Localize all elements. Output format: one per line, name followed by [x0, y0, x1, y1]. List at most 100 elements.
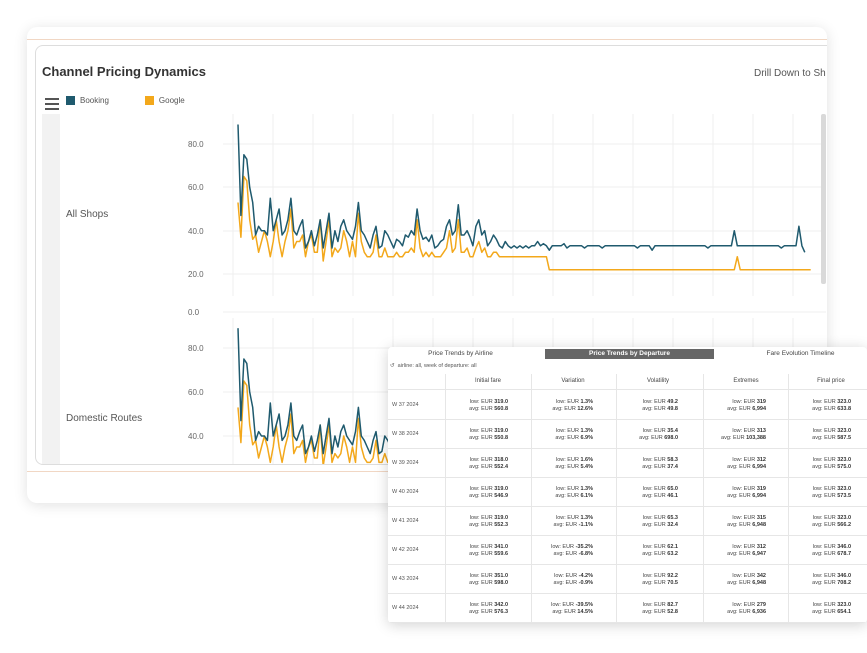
y-tick-label: 20.0	[188, 270, 204, 279]
legend-label: Booking	[80, 96, 109, 105]
y-tick-label: 80.0	[188, 140, 204, 149]
column-divider	[616, 374, 617, 623]
week-label: W 43 2024	[392, 576, 419, 582]
reset-icon[interactable]: ↺	[390, 363, 395, 369]
column-header[interactable]: Final price	[817, 378, 845, 384]
drill-down-button[interactable]: Drill Down to Sh	[754, 68, 826, 79]
table-cell: low: EUR 1.3% avg: EUR 6.1%	[555, 486, 593, 499]
table-cell: low: EUR 319.0 avg: EUR 560.8	[469, 399, 508, 412]
table-cell: low: EUR 82.7 avg: EUR 52.8	[642, 602, 678, 615]
table-cell: low: EUR 341.0 avg: EUR 559.6	[469, 544, 508, 557]
y-tick-label: 0.0	[188, 308, 200, 317]
legend-item-booking[interactable]: Booking	[66, 96, 109, 105]
tab-fare-evolution[interactable]: Fare Evolution Timeline	[766, 350, 835, 357]
legend-swatch	[66, 96, 75, 105]
tab-bar: Price Trends by Airline Price Trends by …	[388, 349, 867, 359]
table-cell: low: EUR 319.0 avg: EUR 550.8	[469, 428, 508, 441]
table-cell: low: EUR 318.0 avg: EUR 552.4	[469, 457, 508, 470]
y-tick-label: 40.0	[188, 227, 204, 236]
column-header[interactable]: Volatility	[646, 378, 669, 384]
y-tick-label: 60.0	[188, 183, 204, 192]
table-cell: low: EUR 319 avg: EUR 6,994	[727, 399, 766, 412]
series-line-booking[interactable]	[237, 124, 806, 253]
column-header[interactable]: Initial fare	[474, 378, 501, 384]
column-header[interactable]: Variation	[561, 378, 585, 384]
filter-text: airline: all, week of departure: all	[397, 363, 477, 369]
chart-legend: Booking Google	[66, 96, 221, 105]
table-cell: low: EUR 313 avg: EUR 103,388	[721, 428, 766, 441]
row-divider	[388, 593, 867, 594]
table-cell: low: EUR 346.0 avg: EUR 678.7	[812, 544, 851, 557]
table-cell: low: EUR 49.2 avg: EUR 49.8	[642, 399, 678, 412]
menu-icon[interactable]	[45, 98, 59, 110]
legend-swatch	[144, 96, 154, 105]
table-cell: low: EUR 342 avg: EUR 6,948	[727, 573, 766, 586]
week-label: W 37 2024	[392, 402, 419, 408]
row-divider	[388, 477, 867, 478]
column-divider	[531, 374, 532, 623]
table-cell: low: EUR 65.3 avg: EUR 32.4	[642, 515, 678, 528]
table-cell: low: EUR 1.6% avg: EUR 5.4%	[555, 457, 593, 470]
y-tick-label: 80.0	[188, 344, 204, 353]
table-cell: low: EUR 92.2 avg: EUR 70.5	[642, 573, 678, 586]
week-label: W 40 2024	[392, 489, 419, 495]
row-header-strip	[42, 114, 60, 464]
row-label-all-shops: All Shops	[66, 209, 109, 220]
row-divider	[388, 448, 867, 449]
table-cell: low: EUR 58.3 avg: EUR 37.4	[642, 457, 678, 470]
table-cell: low: EUR 323.0 avg: EUR 575.0	[812, 457, 851, 470]
row-divider	[388, 506, 867, 507]
column-divider	[788, 374, 789, 623]
table-cell: low: EUR 35.4 avg: EUR 698.0	[639, 428, 678, 441]
legend-label: Google	[158, 96, 185, 105]
week-label: W 41 2024	[392, 518, 419, 524]
table-cell: low: EUR 319 avg: EUR 6,994	[727, 486, 766, 499]
column-divider	[445, 374, 446, 623]
table-cell: low: EUR 62.1 avg: EUR 63.2	[642, 544, 678, 557]
series-line-google[interactable]	[237, 175, 811, 271]
y-tick-label: 40.0	[188, 432, 204, 441]
table-cell: low: EUR 1.3% avg: EUR 6.9%	[555, 428, 593, 441]
column-divider	[703, 374, 704, 623]
table-cell: low: EUR 323.0 avg: EUR 566.2	[812, 515, 851, 528]
table-cell: low: EUR 351.0 avg: EUR 598.0	[469, 573, 508, 586]
table-cell: low: EUR 323.0 avg: EUR 573.5	[812, 486, 851, 499]
table-cell: low: EUR 323.0 avg: EUR 587.5	[812, 428, 851, 441]
row-divider	[388, 564, 867, 565]
tab-price-trends-departure[interactable]: Price Trends by Departure	[545, 349, 714, 359]
table-cell: low: EUR 342.0 avg: EUR 576.3	[469, 602, 508, 615]
table-cell: low: EUR 1.3% avg: EUR -1.1%	[553, 515, 593, 528]
table-cell: low: EUR 312 avg: EUR 6,994	[727, 457, 766, 470]
filter-summary: ↺ airline: all, week of departure: all	[390, 363, 477, 369]
table-cell: low: EUR 319.0 avg: EUR 552.3	[469, 515, 508, 528]
table-cell: low: EUR 323.0 avg: EUR 654.1	[812, 602, 851, 615]
table-cell: low: EUR 312 avg: EUR 6,947	[727, 544, 766, 557]
table-cell: low: EUR 65.0 avg: EUR 46.1	[642, 486, 678, 499]
page-title: Channel Pricing Dynamics	[42, 64, 206, 79]
row-divider	[388, 622, 867, 623]
week-label: W 44 2024	[392, 605, 419, 611]
table-cell: low: EUR 1.3% avg: EUR 12.6%	[552, 399, 593, 412]
table-cell: low: EUR -35.2% avg: EUR -6.8%	[551, 544, 593, 557]
price-table-card: Price Trends by Airline Price Trends by …	[388, 347, 867, 623]
table-cell: low: EUR -4.2% avg: EUR -0.9%	[553, 573, 593, 586]
column-header[interactable]: Extremes	[733, 378, 759, 384]
table-cell: low: EUR 279 avg: EUR 6,936	[727, 602, 766, 615]
row-divider	[388, 389, 867, 390]
row-divider	[388, 419, 867, 420]
table-cell: low: EUR -39.5% avg: EUR 14.5%	[551, 602, 593, 615]
week-label: W 38 2024	[392, 431, 419, 437]
legend-item-google[interactable]: Google	[144, 96, 185, 105]
table-cell: low: EUR 315 avg: EUR 6,948	[727, 515, 766, 528]
table-cell: low: EUR 319.0 avg: EUR 546.9	[469, 486, 508, 499]
row-divider	[388, 535, 867, 536]
week-label: W 42 2024	[392, 547, 419, 553]
tab-price-trends-airline[interactable]: Price Trends by Airline	[428, 350, 493, 357]
scrollbar[interactable]	[821, 114, 826, 284]
week-label: W 39 2024	[392, 460, 419, 466]
table-cell: low: EUR 346.0 avg: EUR 708.2	[812, 573, 851, 586]
row-label-domestic-routes: Domestic Routes	[66, 413, 143, 424]
table-cell: low: EUR 323.0 avg: EUR 633.8	[812, 399, 851, 412]
y-tick-label: 60.0	[188, 388, 204, 397]
